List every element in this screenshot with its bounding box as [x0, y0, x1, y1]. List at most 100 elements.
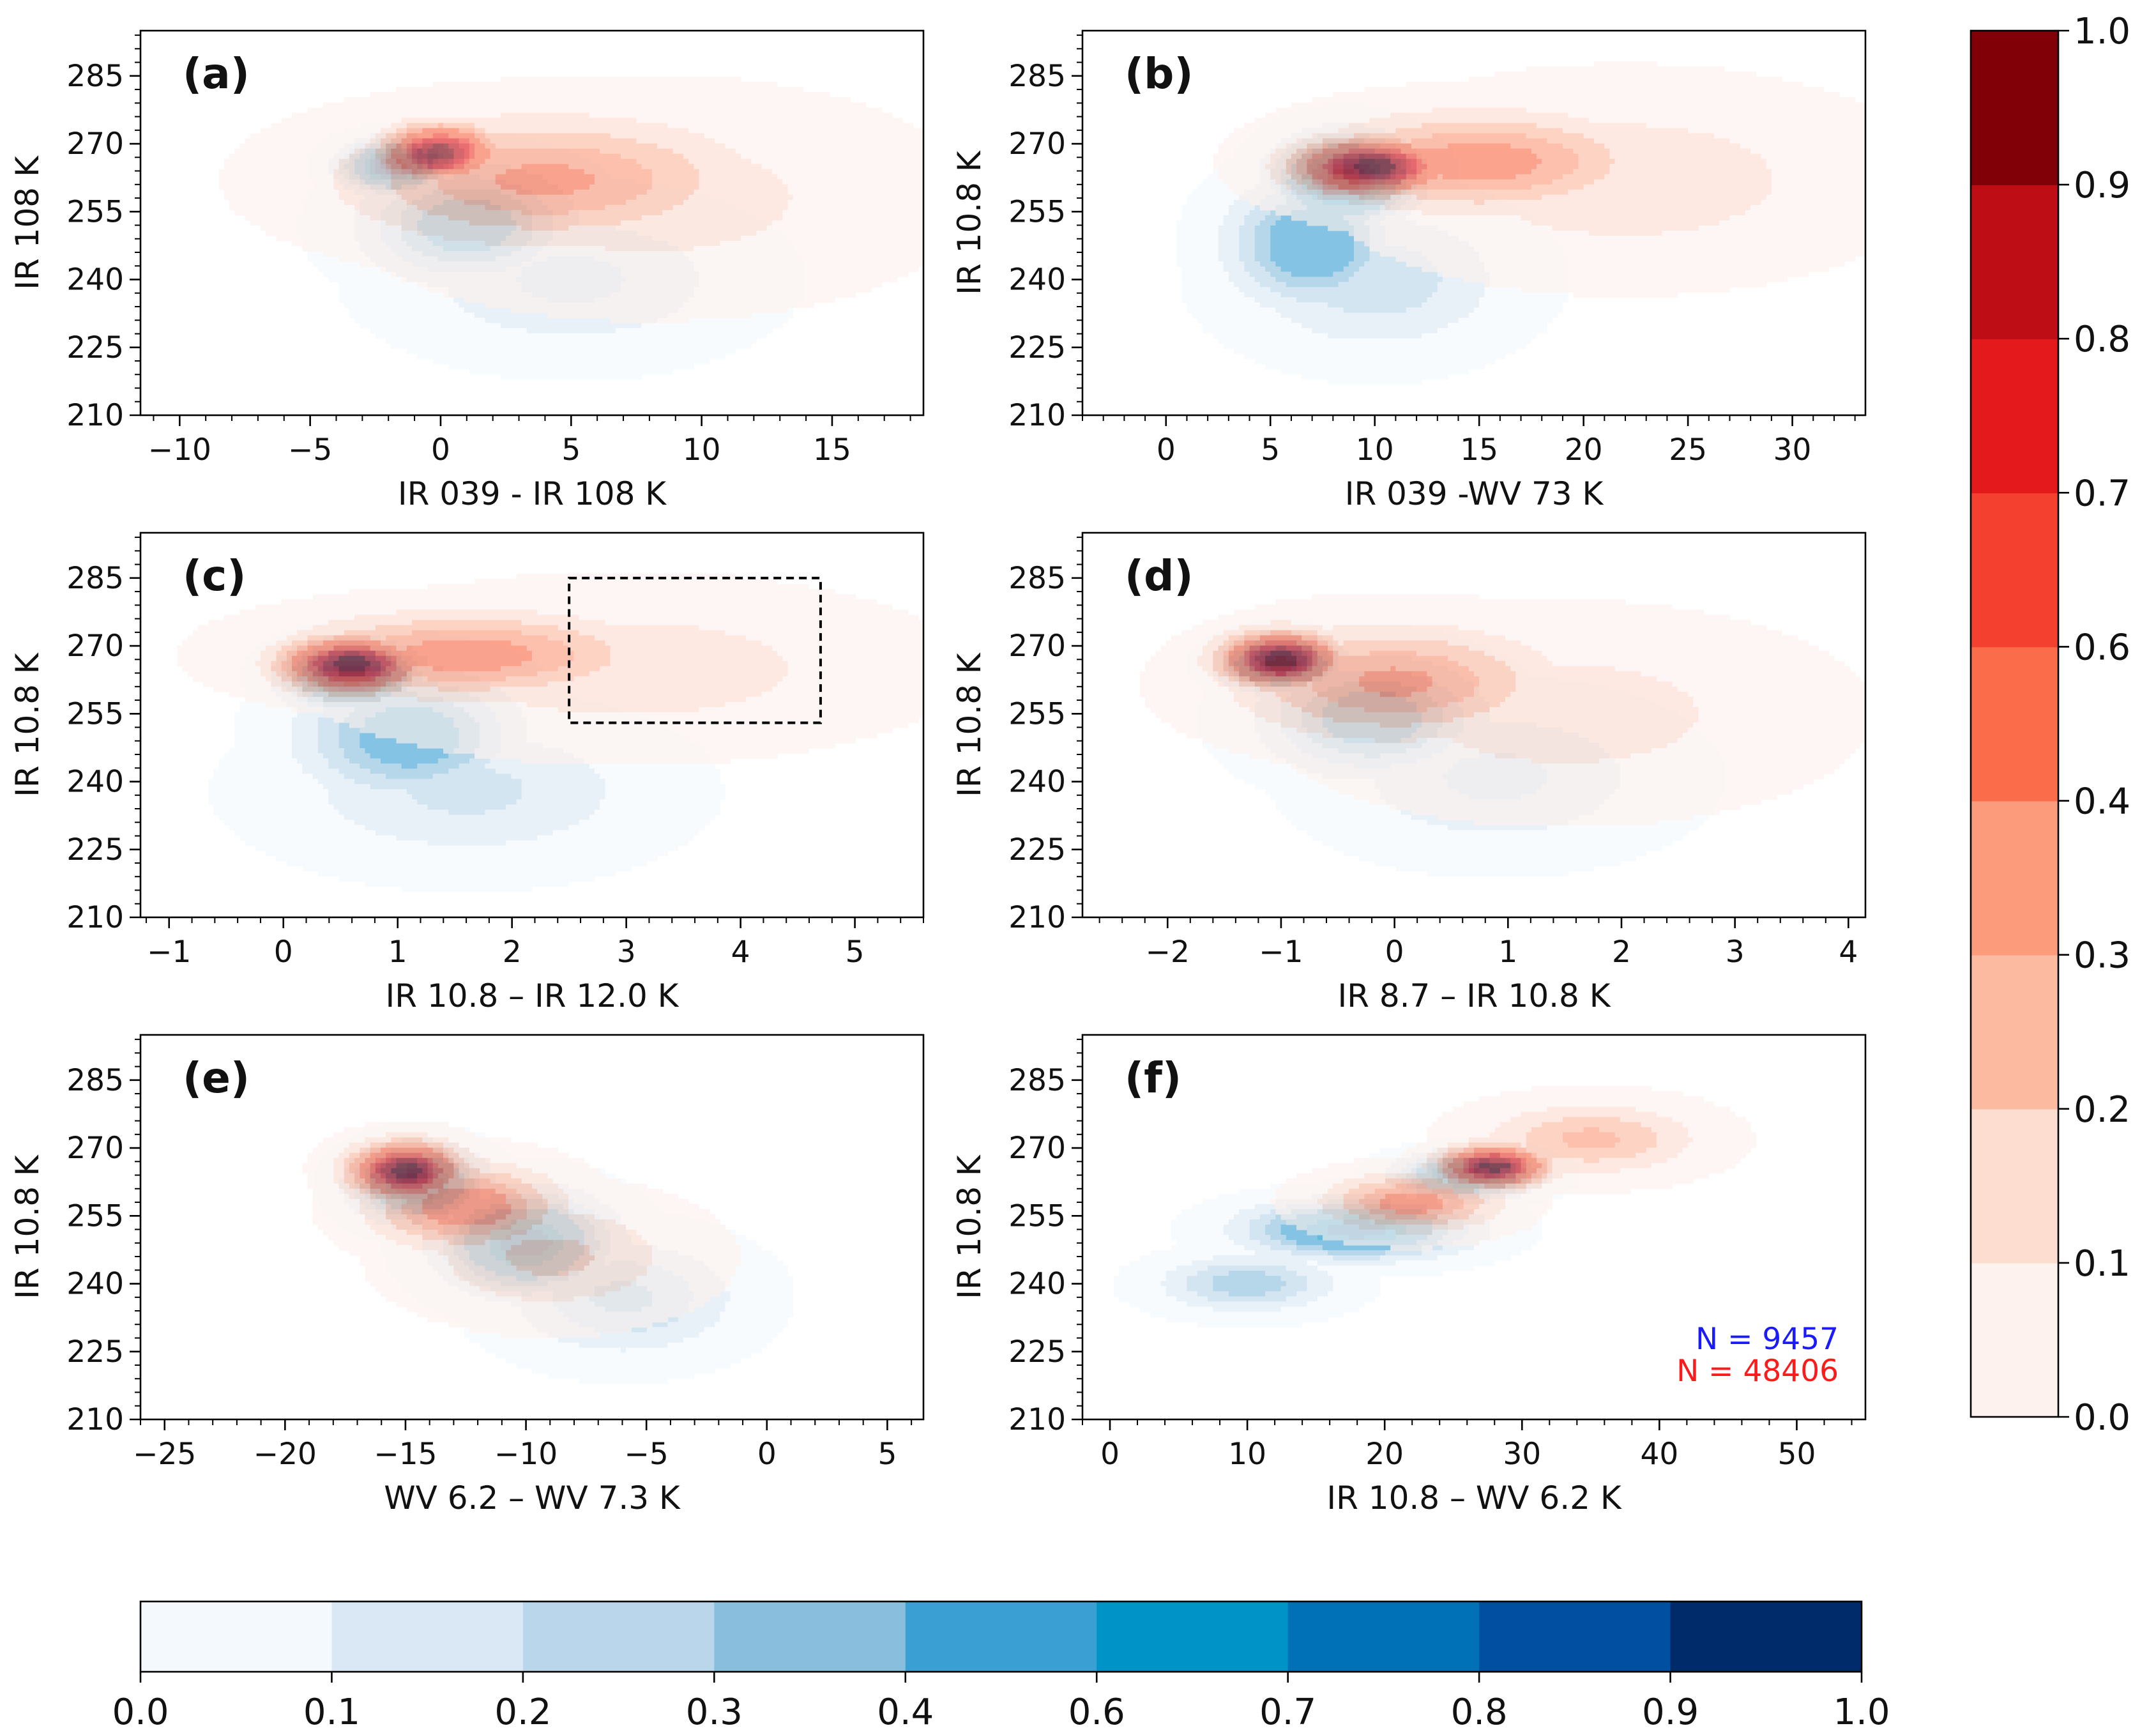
red-contour-cell — [1333, 661, 1459, 667]
red-contour-cell — [224, 615, 355, 621]
red-contour-cell — [1317, 1198, 1344, 1205]
blue-contour-cell — [1197, 1271, 1229, 1276]
blue-contour-cell — [1165, 1276, 1188, 1281]
blue-contour-cell — [338, 743, 360, 749]
blue-contour-cell — [1218, 236, 1240, 241]
red-contour-cell — [307, 676, 329, 682]
red-contour-cell — [276, 236, 444, 241]
red-contour-cell — [333, 169, 391, 175]
red-contour-cell — [1280, 1183, 1333, 1189]
y-axis-label: IR 10.8 K — [951, 652, 988, 797]
red-contour-cell — [1364, 1193, 1386, 1200]
red-contour-cell — [1239, 671, 1261, 677]
blue-contour-cell — [417, 763, 460, 769]
x-tick-label: 1 — [388, 935, 407, 970]
red-contour-cell — [375, 133, 386, 139]
blue-contour-cell — [1280, 266, 1344, 272]
red-contour-cell — [1479, 1193, 1506, 1200]
red-contour-cell — [1416, 169, 1422, 175]
red-contour-cell — [1542, 1183, 1673, 1189]
red-contour-cell — [573, 650, 611, 657]
red-contour-cell — [584, 1265, 648, 1271]
red-contour-cell — [563, 1188, 663, 1195]
red-contour-cell — [1322, 671, 1365, 677]
x-tick-label: 5 — [877, 1437, 897, 1472]
red-contour-cell — [281, 666, 292, 672]
x-tick-label: −2 — [1146, 935, 1190, 970]
red-contour-cell — [437, 1219, 496, 1225]
red-contour-cell — [1427, 1152, 1443, 1159]
blue-contour-cell — [506, 804, 600, 811]
red-contour-cell — [777, 174, 923, 180]
red-contour-cell — [782, 676, 923, 682]
red-contour-cell — [1265, 640, 1297, 646]
red-contour-cell — [595, 179, 653, 185]
red-contour-cell — [459, 1276, 637, 1281]
red-contour-cell — [1448, 1178, 1459, 1184]
blue-contour-cell — [1338, 282, 1438, 287]
y-tick-label: 225 — [1008, 330, 1066, 365]
red-contour-cell — [317, 1142, 350, 1149]
blue-contour-cell — [1291, 271, 1333, 277]
blue-contour-cell — [1218, 246, 1240, 252]
red-contour-cell — [521, 630, 580, 636]
blue-contour-cell — [406, 348, 736, 355]
red-contour-cell — [1505, 1198, 1553, 1205]
red-contour-cell — [1379, 1198, 1443, 1205]
red-contour-cell — [1437, 1193, 1459, 1200]
blue-contour-cell — [1254, 1250, 1292, 1256]
red-contour-cell — [1667, 1158, 1741, 1164]
blue-contour-cell — [234, 738, 292, 744]
red-contour-cell — [1422, 158, 1542, 165]
red-contour-cell — [1537, 153, 1579, 160]
blue-contour-cell — [1275, 804, 1396, 811]
red-contour-cell — [1296, 158, 1308, 165]
red-contour-cell — [1333, 92, 1840, 98]
blue-contour-cell — [568, 825, 705, 831]
red-contour-cell — [453, 194, 637, 201]
blue-contour-cell — [725, 1286, 794, 1292]
red-contour-cell — [375, 1286, 480, 1292]
blue-contour-cell — [1208, 1296, 1287, 1302]
red-contour-cell — [746, 635, 923, 641]
red-contour-cell — [1479, 681, 1516, 687]
red-contour-cell — [1213, 164, 1266, 170]
blue-contour-cell — [317, 743, 340, 749]
x-tick-label: −5 — [625, 1437, 669, 1472]
blue-contour-cell — [1228, 271, 1250, 277]
blue-contour-cell — [1265, 1291, 1297, 1297]
red-contour-cell — [448, 215, 642, 221]
blue-contour-cell — [1239, 256, 1256, 262]
red-contour-cell — [417, 1178, 429, 1184]
red-contour-cell — [1160, 717, 1266, 723]
red-contour-cell — [1223, 640, 1234, 646]
red-contour-cell — [375, 733, 877, 738]
red-contour-cell — [542, 1193, 569, 1200]
x-tick-label: 15 — [813, 432, 851, 468]
blue-contour-cell — [1187, 199, 1234, 206]
red-contour-cell — [1531, 1173, 1542, 1179]
blue-contour-cell — [725, 1301, 794, 1308]
red-contour-cell — [422, 1137, 449, 1143]
blue-contour-cell — [1181, 271, 1229, 277]
blue-contour-cell — [1249, 271, 1271, 277]
red-contour-cell — [1422, 169, 1532, 175]
red-contour-cell — [1698, 225, 1865, 231]
red-contour-cell — [307, 1173, 335, 1179]
red-contour-cell — [1291, 763, 1840, 769]
blue-contour-cell — [1244, 1245, 1271, 1251]
red-contour-cell — [1552, 225, 1699, 231]
red-contour-cell — [771, 645, 923, 652]
red-contour-cell — [255, 661, 271, 667]
red-contour-cell — [354, 1158, 366, 1164]
red-contour-cell — [380, 266, 919, 272]
blue-contour-cell — [1317, 1260, 1396, 1266]
y-tick-label: 270 — [1008, 629, 1066, 664]
blue-contour-cell — [1385, 1250, 1422, 1256]
red-contour-cell — [333, 635, 371, 641]
blue-contour-cell — [1296, 1271, 1328, 1276]
red-contour-cell — [605, 246, 694, 252]
red-contour-cell — [1593, 61, 1657, 67]
red-contour-cell — [1286, 1219, 1344, 1225]
blue-contour-cell — [646, 1327, 705, 1333]
